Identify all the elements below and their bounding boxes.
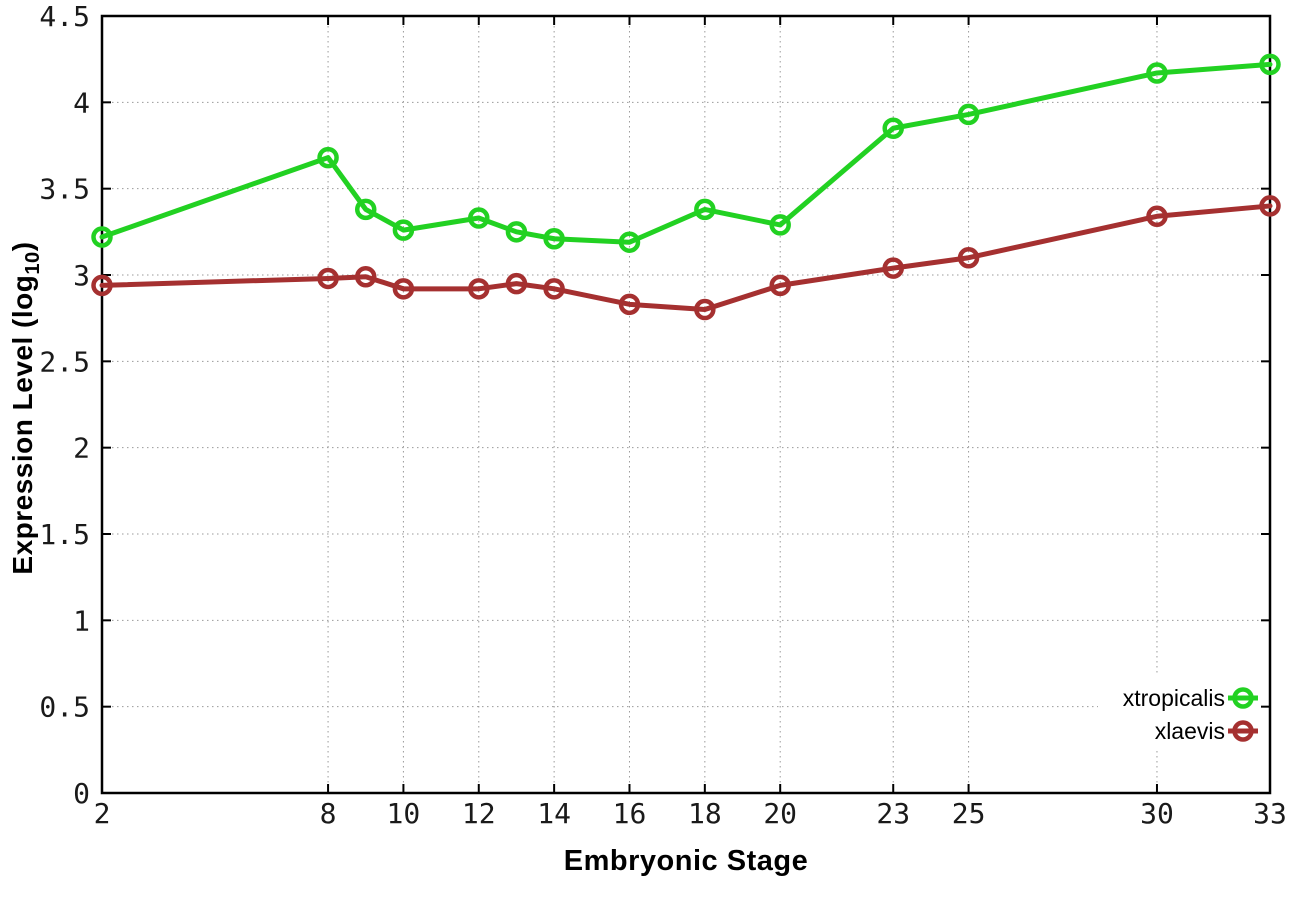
data-point-marker — [317, 267, 339, 290]
x-tick-label: 16 — [613, 797, 647, 830]
x-tick-labels: 2 8 10 12 14 16 18 20 23 25 30 33 — [94, 797, 1287, 830]
y-axis-title: Expression Level (log10) — [7, 241, 45, 574]
data-point-marker — [468, 278, 490, 300]
data-point-marker — [505, 272, 528, 295]
data-point-marker — [618, 231, 641, 253]
data-point-marker — [392, 278, 415, 300]
tick-marks — [101, 15, 1271, 794]
data-point-marker — [354, 265, 377, 288]
plot-border — [100, 14, 1272, 795]
data-point-marker — [317, 146, 339, 169]
x-tick-label: 18 — [688, 797, 722, 830]
series-xtropicalis — [91, 53, 1281, 253]
x-tick-label: 8 — [320, 797, 337, 830]
legend-sample-marker-xtropicalis — [1232, 687, 1254, 709]
y-tick-label: 1.5 — [39, 518, 90, 551]
y-tick-label: 2.5 — [39, 345, 90, 378]
data-point-marker — [543, 278, 565, 300]
legend: xtropicalis xlaevis — [1098, 676, 1260, 750]
data-point-marker — [354, 198, 377, 221]
data-point-marker — [618, 293, 641, 316]
data-point-marker — [543, 227, 565, 250]
x-tick-label: 33 — [1253, 797, 1287, 830]
series-line-xtropicalis — [99, 61, 1273, 245]
data-point-marker — [957, 246, 980, 269]
x-tick-label: 20 — [763, 797, 797, 830]
x-tick-label: 14 — [537, 797, 571, 830]
legend-label-xtropicalis: xtropicalis — [1123, 685, 1225, 711]
y-axis-title-subscript: 10 — [21, 251, 44, 275]
data-point-marker — [1259, 195, 1281, 217]
data-point-marker — [694, 198, 716, 221]
x-tick-label: 12 — [462, 797, 496, 830]
data-point-marker — [505, 221, 528, 243]
y-axis-title-text: Expression Level (log — [7, 274, 39, 575]
x-tick-label: 10 — [387, 797, 421, 830]
y-tick-labels: 0 0.5 1 1.5 2 2.5 3 3.5 4 4.5 — [39, 0, 90, 810]
x-tick-label: 30 — [1140, 797, 1174, 830]
y-tick-label: 0 — [73, 777, 90, 810]
y-tick-label: 4 — [73, 86, 90, 119]
data-point-marker — [882, 257, 904, 279]
data-point-marker — [91, 226, 113, 248]
y-tick-label: 0.5 — [39, 691, 90, 724]
grid-lines — [101, 15, 1271, 794]
data-point-marker — [1146, 62, 1168, 84]
y-axis-title-close: ) — [7, 241, 39, 252]
data-point-marker — [882, 117, 904, 139]
legend-sample-marker-xlaevis — [1232, 720, 1254, 742]
y-tick-label: 1 — [73, 604, 90, 637]
y-tick-label: 4.5 — [39, 0, 90, 33]
x-tick-label: 2 — [94, 797, 111, 830]
data-point-marker — [769, 214, 791, 236]
x-tick-label: 23 — [876, 797, 910, 830]
data-point-marker — [769, 274, 791, 297]
series-xlaevis — [91, 195, 1281, 321]
series-line-xlaevis — [99, 203, 1273, 313]
legend-background — [1098, 676, 1260, 750]
y-tick-label: 3.5 — [39, 173, 90, 206]
data-point-marker — [1146, 205, 1168, 228]
y-tick-label: 2 — [73, 432, 90, 465]
data-point-marker — [468, 207, 490, 229]
x-tick-label: 25 — [952, 797, 986, 830]
y-tick-label: 3 — [73, 259, 90, 292]
legend-label-xlaevis: xlaevis — [1155, 718, 1225, 744]
data-point-marker — [957, 103, 980, 126]
data-point-marker — [91, 274, 113, 297]
data-point-marker — [694, 298, 716, 321]
x-axis-title: Embryonic Stage — [563, 845, 809, 877]
data-point-marker — [1259, 53, 1281, 76]
data-point-marker — [392, 219, 415, 241]
